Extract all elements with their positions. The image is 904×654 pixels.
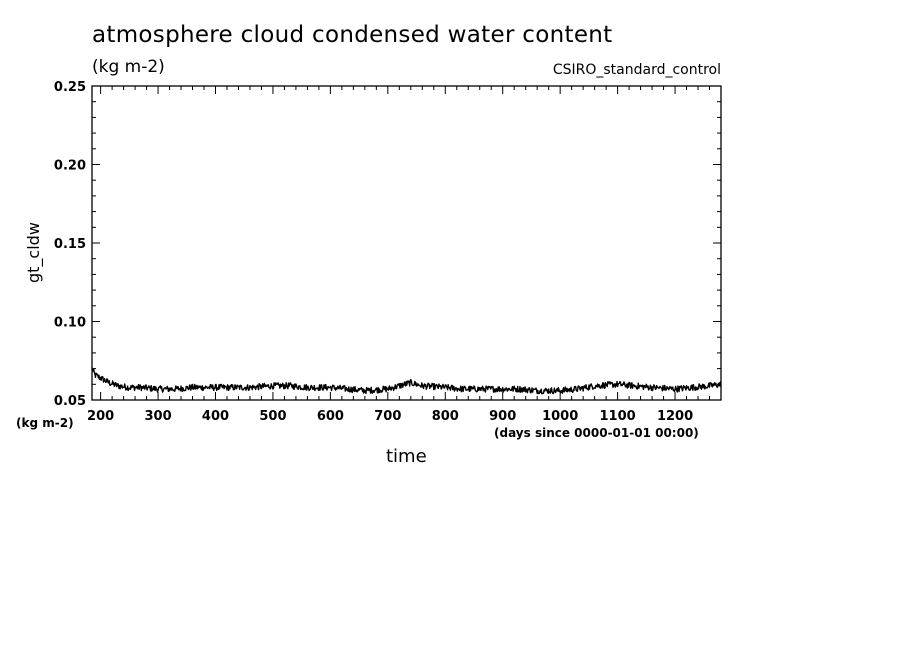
x-tick-label: 300 bbox=[144, 409, 171, 424]
x-tick-label: 400 bbox=[202, 409, 229, 424]
series-line bbox=[91, 367, 722, 395]
x-tick-label: 600 bbox=[317, 409, 344, 424]
y-tick-label: 0.05 bbox=[54, 394, 86, 409]
x-axis-label: time bbox=[386, 446, 427, 467]
chart-subtitle-units: (kg m-2) bbox=[92, 57, 165, 77]
run-label: CSIRO_standard_control bbox=[552, 62, 721, 78]
y-axis-unit: (kg m-2) bbox=[16, 416, 74, 430]
x-tick-label: 1100 bbox=[600, 409, 636, 424]
y-tick-label: 0.20 bbox=[54, 159, 86, 174]
x-tick-label: 1200 bbox=[657, 409, 693, 424]
x-tick-label: 900 bbox=[489, 409, 516, 424]
x-tick-label: 200 bbox=[87, 409, 114, 424]
plot-frame bbox=[91, 85, 722, 401]
x-axis-unit: (days since 0000-01-01 00:00) bbox=[494, 426, 699, 440]
chart-title: atmosphere cloud condensed water content bbox=[92, 22, 613, 48]
y-tick-label: 0.15 bbox=[54, 237, 86, 252]
x-tick-label: 1000 bbox=[542, 409, 578, 424]
x-tick-label: 700 bbox=[374, 409, 401, 424]
x-tick-label: 800 bbox=[432, 409, 459, 424]
y-tick-label: 0.25 bbox=[54, 80, 86, 95]
x-tick-label: 500 bbox=[259, 409, 286, 424]
y-tick-label: 0.10 bbox=[54, 316, 86, 331]
